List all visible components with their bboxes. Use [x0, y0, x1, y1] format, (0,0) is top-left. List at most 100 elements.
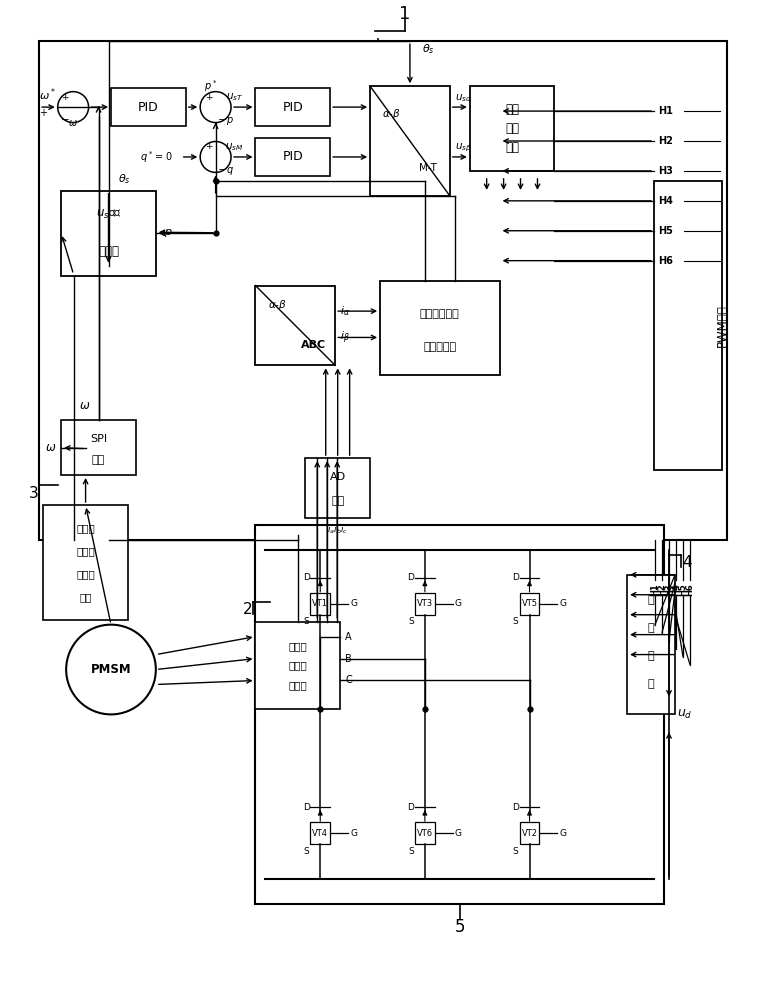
Text: 4: 4 — [682, 555, 692, 570]
Text: +: + — [62, 93, 69, 102]
Text: H3: H3 — [665, 583, 673, 596]
Text: D: D — [512, 803, 519, 812]
Bar — [255, 88, 330, 126]
Text: $q$: $q$ — [226, 165, 234, 177]
Text: $p^*$: $p^*$ — [204, 78, 217, 94]
Text: 3: 3 — [28, 486, 38, 501]
Text: 瞬时有功、无: 瞬时有功、无 — [420, 309, 460, 319]
Text: 测电路: 测电路 — [288, 680, 307, 690]
Text: 功功率计算: 功功率计算 — [423, 342, 456, 352]
Text: VT1: VT1 — [312, 599, 328, 608]
Text: G: G — [455, 599, 462, 608]
Text: $u_{sM}$: $u_{sM}$ — [225, 141, 244, 153]
Text: H3: H3 — [658, 166, 673, 176]
Text: $-$: $-$ — [217, 163, 226, 173]
Bar — [415, 822, 435, 844]
Text: H5: H5 — [679, 583, 687, 596]
Text: $i_a i_b i_c$: $i_a i_b i_c$ — [327, 524, 348, 536]
Text: H6: H6 — [686, 583, 694, 596]
Text: $\omega^*$: $\omega^*$ — [39, 87, 56, 103]
Text: +: + — [39, 108, 48, 118]
Text: 电流与: 电流与 — [288, 641, 307, 651]
Text: $u_d$: $u_d$ — [677, 708, 693, 721]
Text: VT3: VT3 — [417, 599, 433, 608]
Text: S: S — [304, 847, 309, 856]
Text: H1: H1 — [651, 583, 660, 596]
Text: PMSM: PMSM — [91, 663, 131, 676]
Text: G: G — [559, 599, 566, 608]
Text: $u_{sT}$: $u_{sT}$ — [226, 91, 244, 103]
Text: S: S — [512, 847, 519, 856]
Text: $\omega$: $\omega$ — [79, 399, 91, 412]
Bar — [469, 86, 555, 171]
Text: $q^*=0$: $q^*=0$ — [140, 149, 172, 165]
Text: 动: 动 — [647, 623, 654, 633]
Text: 置和转: 置和转 — [77, 546, 95, 556]
Text: 矢量角: 矢量角 — [98, 245, 119, 258]
Text: 空间: 空间 — [505, 103, 519, 116]
Text: VT6: VT6 — [417, 829, 433, 838]
Text: $i_\alpha$: $i_\alpha$ — [341, 304, 350, 318]
Text: $\alpha$-$\beta$: $\alpha$-$\beta$ — [268, 298, 287, 312]
Text: 接口: 接口 — [92, 455, 105, 465]
Text: $i_\beta$: $i_\beta$ — [341, 329, 350, 346]
Bar — [43, 505, 128, 620]
Text: 驱: 驱 — [647, 595, 654, 605]
Text: $\theta_s$: $\theta_s$ — [119, 172, 131, 186]
Text: 接口: 接口 — [331, 496, 344, 506]
Bar — [305, 458, 370, 518]
Text: H4: H4 — [672, 583, 680, 596]
Text: 2: 2 — [243, 602, 252, 617]
Text: C: C — [345, 675, 352, 685]
Text: H1: H1 — [658, 106, 673, 116]
Text: D: D — [408, 573, 415, 582]
Text: VT5: VT5 — [522, 599, 537, 608]
Bar — [61, 420, 136, 475]
Text: D: D — [303, 573, 310, 582]
Text: G: G — [350, 599, 357, 608]
Bar — [61, 191, 156, 276]
Text: M-T: M-T — [419, 163, 437, 173]
Text: $\omega$: $\omega$ — [45, 441, 56, 454]
Bar — [255, 622, 341, 709]
Bar — [519, 822, 540, 844]
Bar — [627, 575, 675, 714]
Text: $-$: $-$ — [60, 113, 70, 123]
Bar — [255, 138, 330, 176]
Text: B: B — [345, 654, 352, 664]
Bar — [310, 822, 330, 844]
Text: $\alpha$-$\beta$: $\alpha$-$\beta$ — [382, 107, 401, 121]
Text: PID: PID — [283, 150, 303, 163]
Text: +: + — [205, 93, 212, 102]
Text: PID: PID — [138, 101, 159, 114]
Bar — [370, 86, 450, 196]
Text: AD: AD — [330, 472, 346, 482]
Text: S: S — [408, 617, 414, 626]
Text: G: G — [455, 829, 462, 838]
Text: A: A — [345, 632, 351, 642]
Text: D: D — [512, 573, 519, 582]
Text: D: D — [303, 803, 310, 812]
Text: G: G — [559, 829, 566, 838]
Text: $u_s$电压: $u_s$电压 — [95, 208, 122, 221]
Bar — [255, 525, 664, 904]
Text: PID: PID — [283, 101, 303, 114]
Text: VT2: VT2 — [522, 829, 537, 838]
Text: S: S — [512, 617, 519, 626]
Text: VT4: VT4 — [312, 829, 328, 838]
Text: 电压检: 电压检 — [288, 661, 307, 671]
Text: 电路: 电路 — [80, 592, 92, 602]
Bar — [380, 281, 500, 375]
Bar — [310, 593, 330, 615]
Bar — [415, 593, 435, 615]
Text: D: D — [408, 803, 415, 812]
Text: H2: H2 — [658, 583, 666, 596]
Bar — [255, 286, 335, 365]
Text: H6: H6 — [658, 256, 673, 266]
Text: +: + — [205, 142, 212, 151]
Text: SPI: SPI — [90, 434, 107, 444]
Bar — [654, 181, 722, 470]
Text: PWM接口: PWM接口 — [716, 304, 729, 347]
Text: 矢量: 矢量 — [505, 122, 519, 135]
Text: $u_{s\alpha}$: $u_{s\alpha}$ — [455, 92, 472, 104]
